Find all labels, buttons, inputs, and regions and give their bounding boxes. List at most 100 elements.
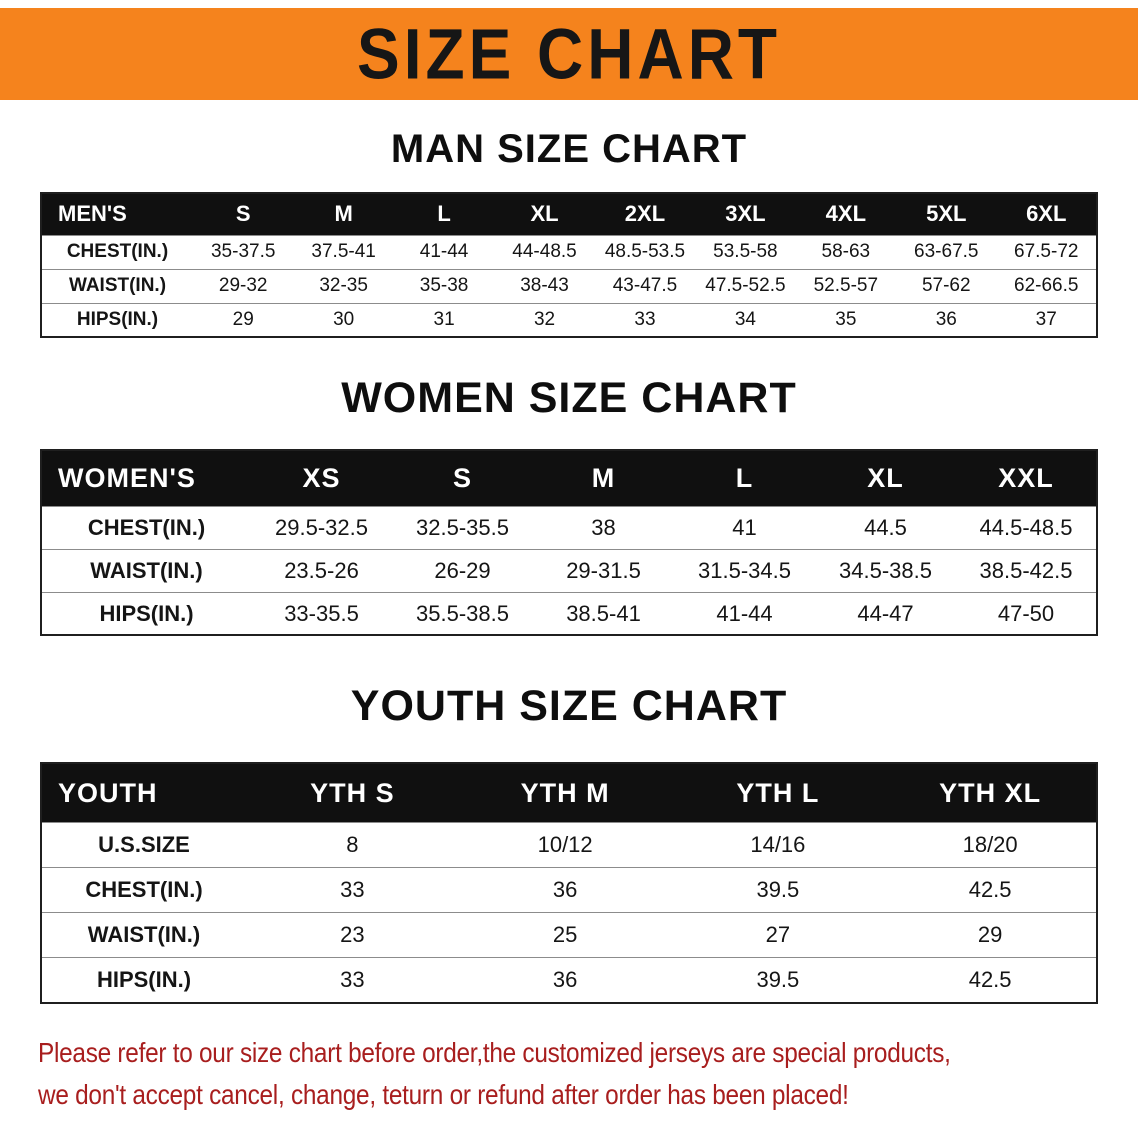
men-table-title-cell: MEN'S [41,193,193,235]
row-label: WAIST(IN.) [41,912,246,958]
column-header: YTH M [458,762,672,823]
column-header: S [392,450,533,507]
size-value: 42.5 [884,957,1097,1003]
size-value: 36 [458,957,672,1003]
column-header: M [293,193,394,235]
size-value: 34 [695,302,796,337]
size-value: 39.5 [671,867,885,913]
size-value: 63-67.5 [896,234,997,269]
size-value: 27 [671,912,885,958]
size-value: 47-50 [956,591,1097,636]
size-value: 58-63 [795,234,897,269]
size-value: 42.5 [884,867,1097,913]
row-label: HIPS(IN.) [41,591,251,636]
size-value: 35-37.5 [193,234,294,269]
size-value: 33-35.5 [251,591,392,636]
size-value: 52.5-57 [795,268,897,303]
size-value: 44.5-48.5 [956,505,1097,550]
size-value: 29 [884,912,1097,958]
size-value: 8 [246,822,459,868]
size-value: 38-43 [494,268,595,303]
size-value: 14/16 [671,822,885,868]
size-value: 18/20 [884,822,1097,868]
size-value: 35-38 [393,268,495,303]
banner-title: SIZE CHART [357,13,781,95]
women-size-table: WOMEN'S XS S M L XL XXL CHEST(IN.) 29.5-… [40,449,1098,637]
size-value: 36 [458,867,672,913]
youth-waist-row: WAIST(IN.) 23 25 27 29 [41,912,1097,958]
women-hips-row: HIPS(IN.) 33-35.5 35.5-38.5 38.5-41 41-4… [41,591,1097,636]
men-section-heading: MAN SIZE CHART [390,127,748,171]
size-chart-banner: SIZE CHART [0,8,1138,100]
size-value: 33 [594,302,696,337]
row-label: HIPS(IN.) [41,957,246,1003]
size-value: 23.5-26 [251,548,392,593]
column-header: XXL [956,450,1097,507]
disclaimer-text: Please refer to our size chart before or… [38,1032,1138,1116]
size-value: 32.5-35.5 [392,505,533,550]
column-header: L [393,193,495,235]
column-header: YTH XL [884,762,1097,823]
men-hips-row: HIPS(IN.) 29 30 31 32 33 34 35 36 37 [41,302,1097,337]
row-label: U.S.SIZE [41,822,246,868]
size-value: 33 [246,957,459,1003]
column-header: YTH S [246,762,459,823]
size-value: 25 [458,912,672,958]
size-value: 30 [293,302,394,337]
size-value: 31.5-34.5 [674,548,815,593]
size-value: 31 [393,302,495,337]
size-value: 33 [246,867,459,913]
row-label: HIPS(IN.) [41,302,193,337]
women-chest-row: CHEST(IN.) 29.5-32.5 32.5-35.5 38 41 44.… [41,505,1097,550]
men-chest-row: CHEST(IN.) 35-37.5 37.5-41 41-44 44-48.5… [41,234,1097,269]
size-value: 38.5-41 [533,591,674,636]
women-header-row: WOMEN'S XS S M L XL XXL [41,450,1097,507]
size-value: 37 [996,302,1097,337]
women-table-title-cell: WOMEN'S [41,450,251,507]
men-waist-row: WAIST(IN.) 29-32 32-35 35-38 38-43 43-47… [41,268,1097,303]
size-value: 39.5 [671,957,885,1003]
size-value: 44-47 [815,591,956,636]
youth-size-table: YOUTH YTH S YTH M YTH L YTH XL U.S.SIZE … [40,761,1098,1004]
size-value: 37.5-41 [293,234,394,269]
column-header: L [674,450,815,507]
column-header: YTH L [671,762,885,823]
column-header: M [533,450,674,507]
youth-chest-row: CHEST(IN.) 33 36 39.5 42.5 [41,867,1097,913]
disclaimer-line-1: Please refer to our size chart before or… [38,1036,951,1068]
youth-header-row: YOUTH YTH S YTH M YTH L YTH XL [41,762,1097,823]
size-value: 43-47.5 [594,268,696,303]
size-value: 38.5-42.5 [956,548,1097,593]
row-label: CHEST(IN.) [41,505,251,550]
size-value: 23 [246,912,459,958]
size-value: 29.5-32.5 [251,505,392,550]
row-label: WAIST(IN.) [41,268,193,303]
column-header: 3XL [695,193,796,235]
size-value: 10/12 [458,822,672,868]
row-label: WAIST(IN.) [41,548,251,593]
men-header-row: MEN'S S M L XL 2XL 3XL 4XL 5XL 6XL [41,193,1097,235]
size-value: 29-32 [193,268,294,303]
column-header: XL [815,450,956,507]
column-header: XL [494,193,595,235]
size-value: 62-66.5 [996,268,1097,303]
column-header: XS [251,450,392,507]
size-value: 44.5 [815,505,956,550]
size-value: 41-44 [674,591,815,636]
column-header: S [193,193,294,235]
size-value: 48.5-53.5 [594,234,696,269]
column-header: 6XL [996,193,1097,235]
youth-hips-row: HIPS(IN.) 33 36 39.5 42.5 [41,957,1097,1003]
size-value: 57-62 [896,268,997,303]
women-waist-row: WAIST(IN.) 23.5-26 26-29 29-31.5 31.5-34… [41,548,1097,593]
row-label: CHEST(IN.) [41,234,193,269]
size-value: 32 [494,302,595,337]
size-value: 38 [533,505,674,550]
size-value: 29 [193,302,294,337]
men-size-table: MEN'S S M L XL 2XL 3XL 4XL 5XL 6XL CHEST… [40,192,1098,338]
column-header: 4XL [795,193,897,235]
size-value: 26-29 [392,548,533,593]
size-value: 41 [674,505,815,550]
size-value: 36 [896,302,997,337]
size-value: 41-44 [393,234,495,269]
